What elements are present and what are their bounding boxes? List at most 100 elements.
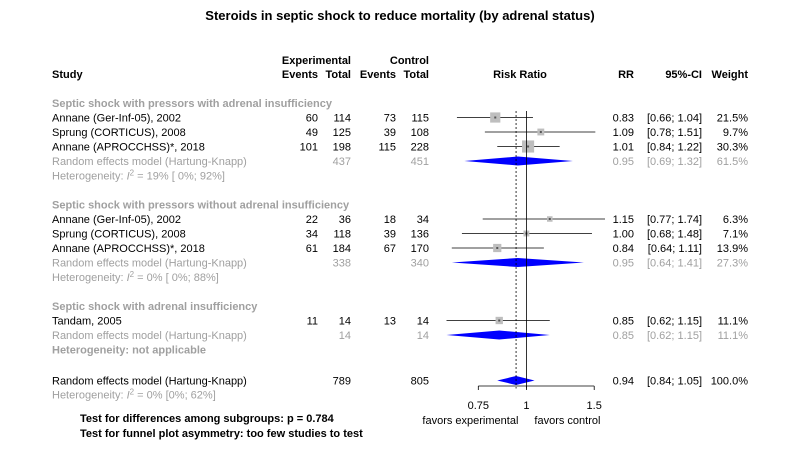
header-rr: RR bbox=[618, 69, 634, 81]
header-risk-ratio: Risk Ratio bbox=[493, 69, 547, 81]
weight-value: 11.1% bbox=[718, 316, 749, 328]
rr-value: 1.01 bbox=[613, 142, 634, 154]
subgroup-label: Septic shock with pressors with adrenal … bbox=[52, 98, 333, 110]
header-experimental: Experimental bbox=[282, 55, 351, 67]
pooled-rr: 0.95 bbox=[613, 258, 634, 270]
pooled-exp-total: 437 bbox=[333, 156, 351, 168]
exp-events: 61 bbox=[306, 243, 318, 255]
rr-value: 0.85 bbox=[613, 316, 634, 328]
pooled-label: Random effects model (Hartung-Knapp) bbox=[52, 156, 247, 168]
ctl-total: 228 bbox=[411, 142, 429, 154]
ctl-events: 13 bbox=[384, 316, 396, 328]
exp-events: 60 bbox=[306, 113, 318, 125]
pooled-diamond bbox=[451, 258, 584, 267]
ctl-total: 115 bbox=[411, 113, 429, 125]
plot-layer bbox=[446, 112, 605, 385]
ci-value: [0.78; 1.51] bbox=[647, 127, 702, 139]
study-point bbox=[539, 131, 542, 133]
exp-total: 198 bbox=[333, 142, 351, 154]
axis-layer: 0.75 1 1.5 favors experimental favors contro… bbox=[422, 111, 602, 427]
heterogeneity-text: Heterogeneity: I2 = 19% [ 0%; 92%] bbox=[52, 169, 225, 183]
exp-total: 36 bbox=[339, 214, 351, 226]
exp-total: 14 bbox=[339, 316, 351, 328]
footnote-subgroup-test: Test for differences among subgroups: p … bbox=[80, 413, 335, 425]
rr-value: 0.84 bbox=[613, 243, 634, 255]
ctl-total: 136 bbox=[411, 229, 429, 241]
rr-value: 1.15 bbox=[613, 214, 634, 226]
pooled-diamond bbox=[446, 330, 550, 340]
label-favors-control: favors control bbox=[534, 415, 600, 427]
pooled-label: Random effects model (Hartung-Knapp) bbox=[52, 258, 247, 270]
pooled-ctl-total: 451 bbox=[411, 156, 429, 168]
rr-value: 1.00 bbox=[613, 229, 634, 241]
ctl-events: 39 bbox=[384, 229, 396, 241]
header-ci: 95%-CI bbox=[665, 69, 702, 81]
pooled-weight: 11.1% bbox=[718, 330, 749, 342]
study-point bbox=[498, 319, 501, 322]
ci-value: [0.84; 1.22] bbox=[647, 142, 702, 154]
heterogeneity-text: Heterogeneity: I2 = 0% [ 0%; 88%] bbox=[52, 270, 219, 284]
study-name: Sprung (CORTICUS), 2008 bbox=[52, 229, 186, 241]
overall-ctl-total: 805 bbox=[411, 376, 429, 388]
exp-events: 22 bbox=[306, 214, 318, 226]
pooled-ci: [0.62; 1.15] bbox=[647, 330, 702, 342]
weight-value: 7.1% bbox=[723, 229, 748, 241]
weight-value: 21.5% bbox=[717, 113, 748, 125]
x-tick-label: 0.75 bbox=[468, 400, 489, 412]
weight-value: 9.7% bbox=[723, 127, 748, 139]
ci-value: [0.66; 1.04] bbox=[647, 113, 702, 125]
pooled-ctl-total: 14 bbox=[417, 330, 429, 342]
header-ctl-events: Events bbox=[360, 69, 396, 81]
exp-events: 101 bbox=[300, 142, 318, 154]
pooled-label: Random effects model (Hartung-Knapp) bbox=[52, 330, 247, 342]
overall-weight: 100.0% bbox=[711, 376, 749, 388]
header-exp-events: Events bbox=[282, 69, 318, 81]
exp-total: 125 bbox=[333, 127, 351, 139]
study-name: Annane (Ger-Inf-05), 2002 bbox=[52, 113, 181, 125]
pooled-exp-total: 14 bbox=[339, 330, 351, 342]
study-name: Annane (APROCCHSS)*, 2018 bbox=[52, 243, 205, 255]
rr-value: 1.09 bbox=[613, 127, 634, 139]
exp-total: 114 bbox=[333, 113, 351, 125]
overall-rr: 0.94 bbox=[613, 376, 634, 388]
pooled-weight: 27.3% bbox=[717, 258, 748, 270]
pooled-ctl-total: 340 bbox=[411, 258, 429, 270]
study-point bbox=[496, 247, 499, 249]
study-point bbox=[548, 218, 551, 220]
ctl-total: 34 bbox=[417, 214, 429, 226]
header-weight: Weight bbox=[712, 69, 749, 81]
study-point bbox=[494, 116, 497, 119]
study-name: Annane (APROCCHSS)*, 2018 bbox=[52, 142, 205, 154]
exp-events: 49 bbox=[306, 127, 318, 139]
header-ctl-total: Total bbox=[404, 69, 429, 81]
exp-total: 184 bbox=[333, 243, 351, 255]
ci-value: [0.64; 1.11] bbox=[648, 243, 702, 255]
pooled-diamond bbox=[464, 156, 573, 166]
pooled-exp-total: 338 bbox=[333, 258, 351, 270]
study-name: Sprung (CORTICUS), 2008 bbox=[52, 127, 186, 139]
pooled-rr: 0.85 bbox=[613, 330, 634, 342]
chart-title: Steroids in septic shock to reduce morta… bbox=[205, 8, 594, 23]
header-study: Study bbox=[52, 69, 83, 81]
ci-value: [0.62; 1.15] bbox=[647, 316, 702, 328]
x-tick-label: 1.5 bbox=[587, 400, 602, 412]
x-tick-label: 1 bbox=[523, 400, 529, 412]
weight-value: 6.3% bbox=[723, 214, 748, 226]
pooled-weight: 61.5% bbox=[717, 156, 748, 168]
exp-total: 118 bbox=[333, 229, 351, 241]
ctl-total: 170 bbox=[411, 243, 429, 255]
ctl-events: 73 bbox=[384, 113, 396, 125]
ctl-events: 18 bbox=[384, 214, 396, 226]
exp-events: 11 bbox=[307, 316, 318, 328]
subgroup-label: Septic shock with pressors without adren… bbox=[52, 200, 350, 212]
rows-layer: Septic shock with pressors with adrenal … bbox=[52, 98, 748, 402]
header-exp-total: Total bbox=[326, 69, 351, 81]
pooled-ci: [0.69; 1.32] bbox=[647, 156, 702, 168]
study-name: Annane (Ger-Inf-05), 2002 bbox=[52, 214, 181, 226]
weight-value: 30.3% bbox=[717, 142, 748, 154]
pooled-ci: [0.64; 1.41] bbox=[647, 258, 702, 270]
overall-exp-total: 789 bbox=[333, 376, 351, 388]
ctl-total: 108 bbox=[411, 127, 429, 139]
overall-heterogeneity: Heterogeneity: I2 = 0% [0%; 62%] bbox=[52, 388, 216, 402]
